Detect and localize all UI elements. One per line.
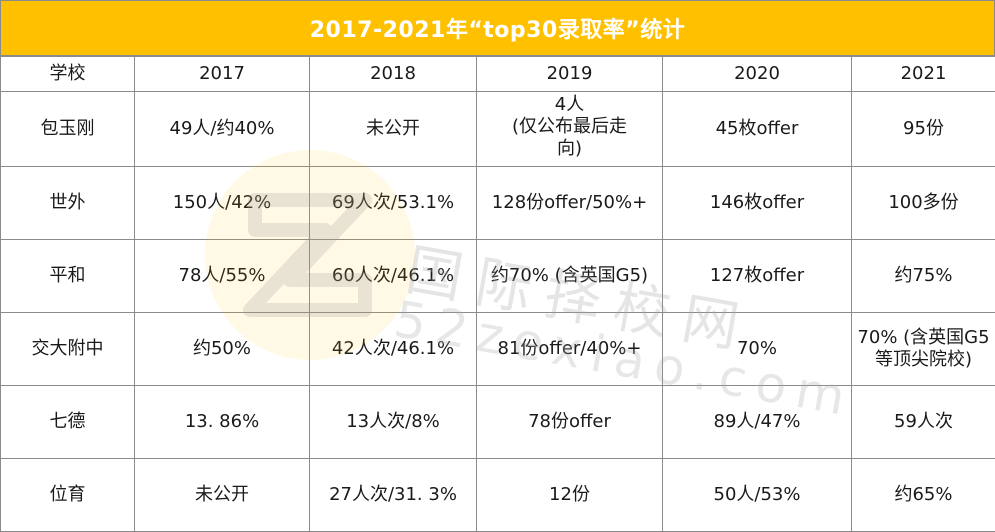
cell-2021: 70% (含英国G5 等顶尖院校)	[852, 313, 995, 386]
table-row: 位育 未公开 27人次/31. 3% 12份 50人/53% 约65%	[1, 459, 995, 532]
cell-2017: 未公开	[135, 459, 310, 532]
table-row: 七德 13. 86% 13人次/8% 78份offer 89人/47% 59人次	[1, 386, 995, 459]
cell-2020: 127枚offer	[663, 240, 852, 313]
cell-2017: 13. 86%	[135, 386, 310, 459]
school-name-cell: 交大附中	[1, 313, 135, 386]
cell-line: 70% (含英国G5	[854, 327, 993, 349]
cell-line: 向)	[557, 138, 582, 160]
cell-2020: 146枚offer	[663, 167, 852, 240]
cell-2020: 70%	[663, 313, 852, 386]
cell-2019: 78份offer	[477, 386, 663, 459]
column-header-2021: 2021	[852, 57, 995, 92]
cell-2021: 59人次	[852, 386, 995, 459]
column-header-2020: 2020	[663, 57, 852, 92]
cell-2019-wrapped-text: 4人 (仅公布最后走 向)	[479, 92, 660, 166]
cell-2018: 69人次/53.1%	[310, 167, 477, 240]
cell-2021: 100多份	[852, 167, 995, 240]
table-row: 包玉刚 49人/约40% 未公开 4人 (仅公布最后走 向) 45枚offer …	[1, 92, 995, 167]
admission-rate-table: 学校 2017 2018 2019 2020 2021 包玉刚 49人/约40%…	[0, 56, 995, 532]
column-header-2017: 2017	[135, 57, 310, 92]
cell-2018: 未公开	[310, 92, 477, 167]
cell-2017: 150人/42%	[135, 167, 310, 240]
cell-2018: 13人次/8%	[310, 386, 477, 459]
cell-2018: 60人次/46.1%	[310, 240, 477, 313]
school-name-cell: 包玉刚	[1, 92, 135, 167]
table-row: 交大附中 约50% 42人次/46.1% 81份offer/40%+ 70% 7…	[1, 313, 995, 386]
cell-line: 等顶尖院校)	[854, 349, 993, 371]
table-row: 世外 150人/42% 69人次/53.1% 128份offer/50%+ 14…	[1, 167, 995, 240]
column-header-school: 学校	[1, 57, 135, 92]
school-name-cell: 七德	[1, 386, 135, 459]
school-name-cell: 世外	[1, 167, 135, 240]
cell-2019: 12份	[477, 459, 663, 532]
cell-line: (仅公布最后走	[512, 116, 627, 138]
cell-2019: 约70% (含英国G5)	[477, 240, 663, 313]
cell-line: 4人	[555, 94, 584, 116]
cell-2020: 50人/53%	[663, 459, 852, 532]
cell-2019: 81份offer/40%+	[477, 313, 663, 386]
cell-2018: 42人次/46.1%	[310, 313, 477, 386]
cell-2021: 约75%	[852, 240, 995, 313]
cell-2017: 78人/55%	[135, 240, 310, 313]
cell-2019: 4人 (仅公布最后走 向)	[477, 92, 663, 167]
table-title: 2017-2021年“top30录取率”统计	[0, 0, 995, 56]
cell-2020: 89人/47%	[663, 386, 852, 459]
cell-2021: 95份	[852, 92, 995, 167]
cell-2019: 128份offer/50%+	[477, 167, 663, 240]
cell-2021: 约65%	[852, 459, 995, 532]
school-name-cell: 平和	[1, 240, 135, 313]
column-header-2018: 2018	[310, 57, 477, 92]
school-name-cell: 位育	[1, 459, 135, 532]
cell-2020: 45枚offer	[663, 92, 852, 167]
column-header-2019: 2019	[477, 57, 663, 92]
cell-2018: 27人次/31. 3%	[310, 459, 477, 532]
cell-2017: 49人/约40%	[135, 92, 310, 167]
table-row: 平和 78人/55% 60人次/46.1% 约70% (含英国G5) 127枚o…	[1, 240, 995, 313]
header-row: 学校 2017 2018 2019 2020 2021	[1, 57, 995, 92]
cell-2017: 约50%	[135, 313, 310, 386]
